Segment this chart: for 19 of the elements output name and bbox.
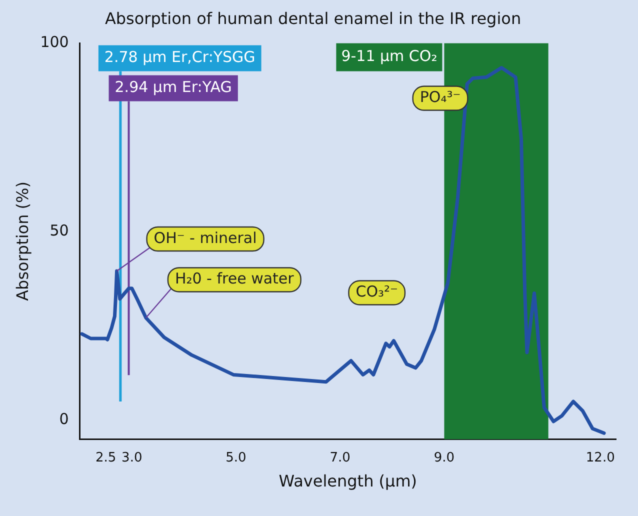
- annotation: PO₄³⁻: [420, 88, 461, 106]
- y-axis-title: Absorption (%): [12, 182, 32, 301]
- x-axis-title: Wavelength (µm): [278, 472, 418, 491]
- x-tick-label: 2.5: [96, 450, 116, 466]
- band-label: 9-11 µm CO₂: [341, 47, 438, 66]
- y-tick-label: 50: [50, 222, 69, 240]
- y-tick-label: 100: [40, 33, 69, 52]
- annotation: CO₃²⁻: [356, 282, 398, 301]
- annotation: OH⁻ - mineral: [154, 228, 257, 247]
- x-tick-label: 7.0: [330, 450, 350, 466]
- x-tick-label: 12.0: [586, 450, 615, 466]
- x-tick-label: 9.0: [434, 450, 455, 466]
- x-tick-label: 3.0: [122, 450, 142, 466]
- ref-line-label: 2.94 µm Er:YAG: [114, 78, 232, 96]
- y-tick-label: 0: [59, 410, 69, 428]
- x-tick-label: 5.0: [226, 450, 246, 466]
- annotation: H₂0 - free water: [174, 270, 295, 288]
- chart-title: Absorption of human dental enamel in the IR region: [104, 8, 522, 28]
- ref-line-label: 2.78 µm Er,Cr:YSGG: [104, 48, 256, 66]
